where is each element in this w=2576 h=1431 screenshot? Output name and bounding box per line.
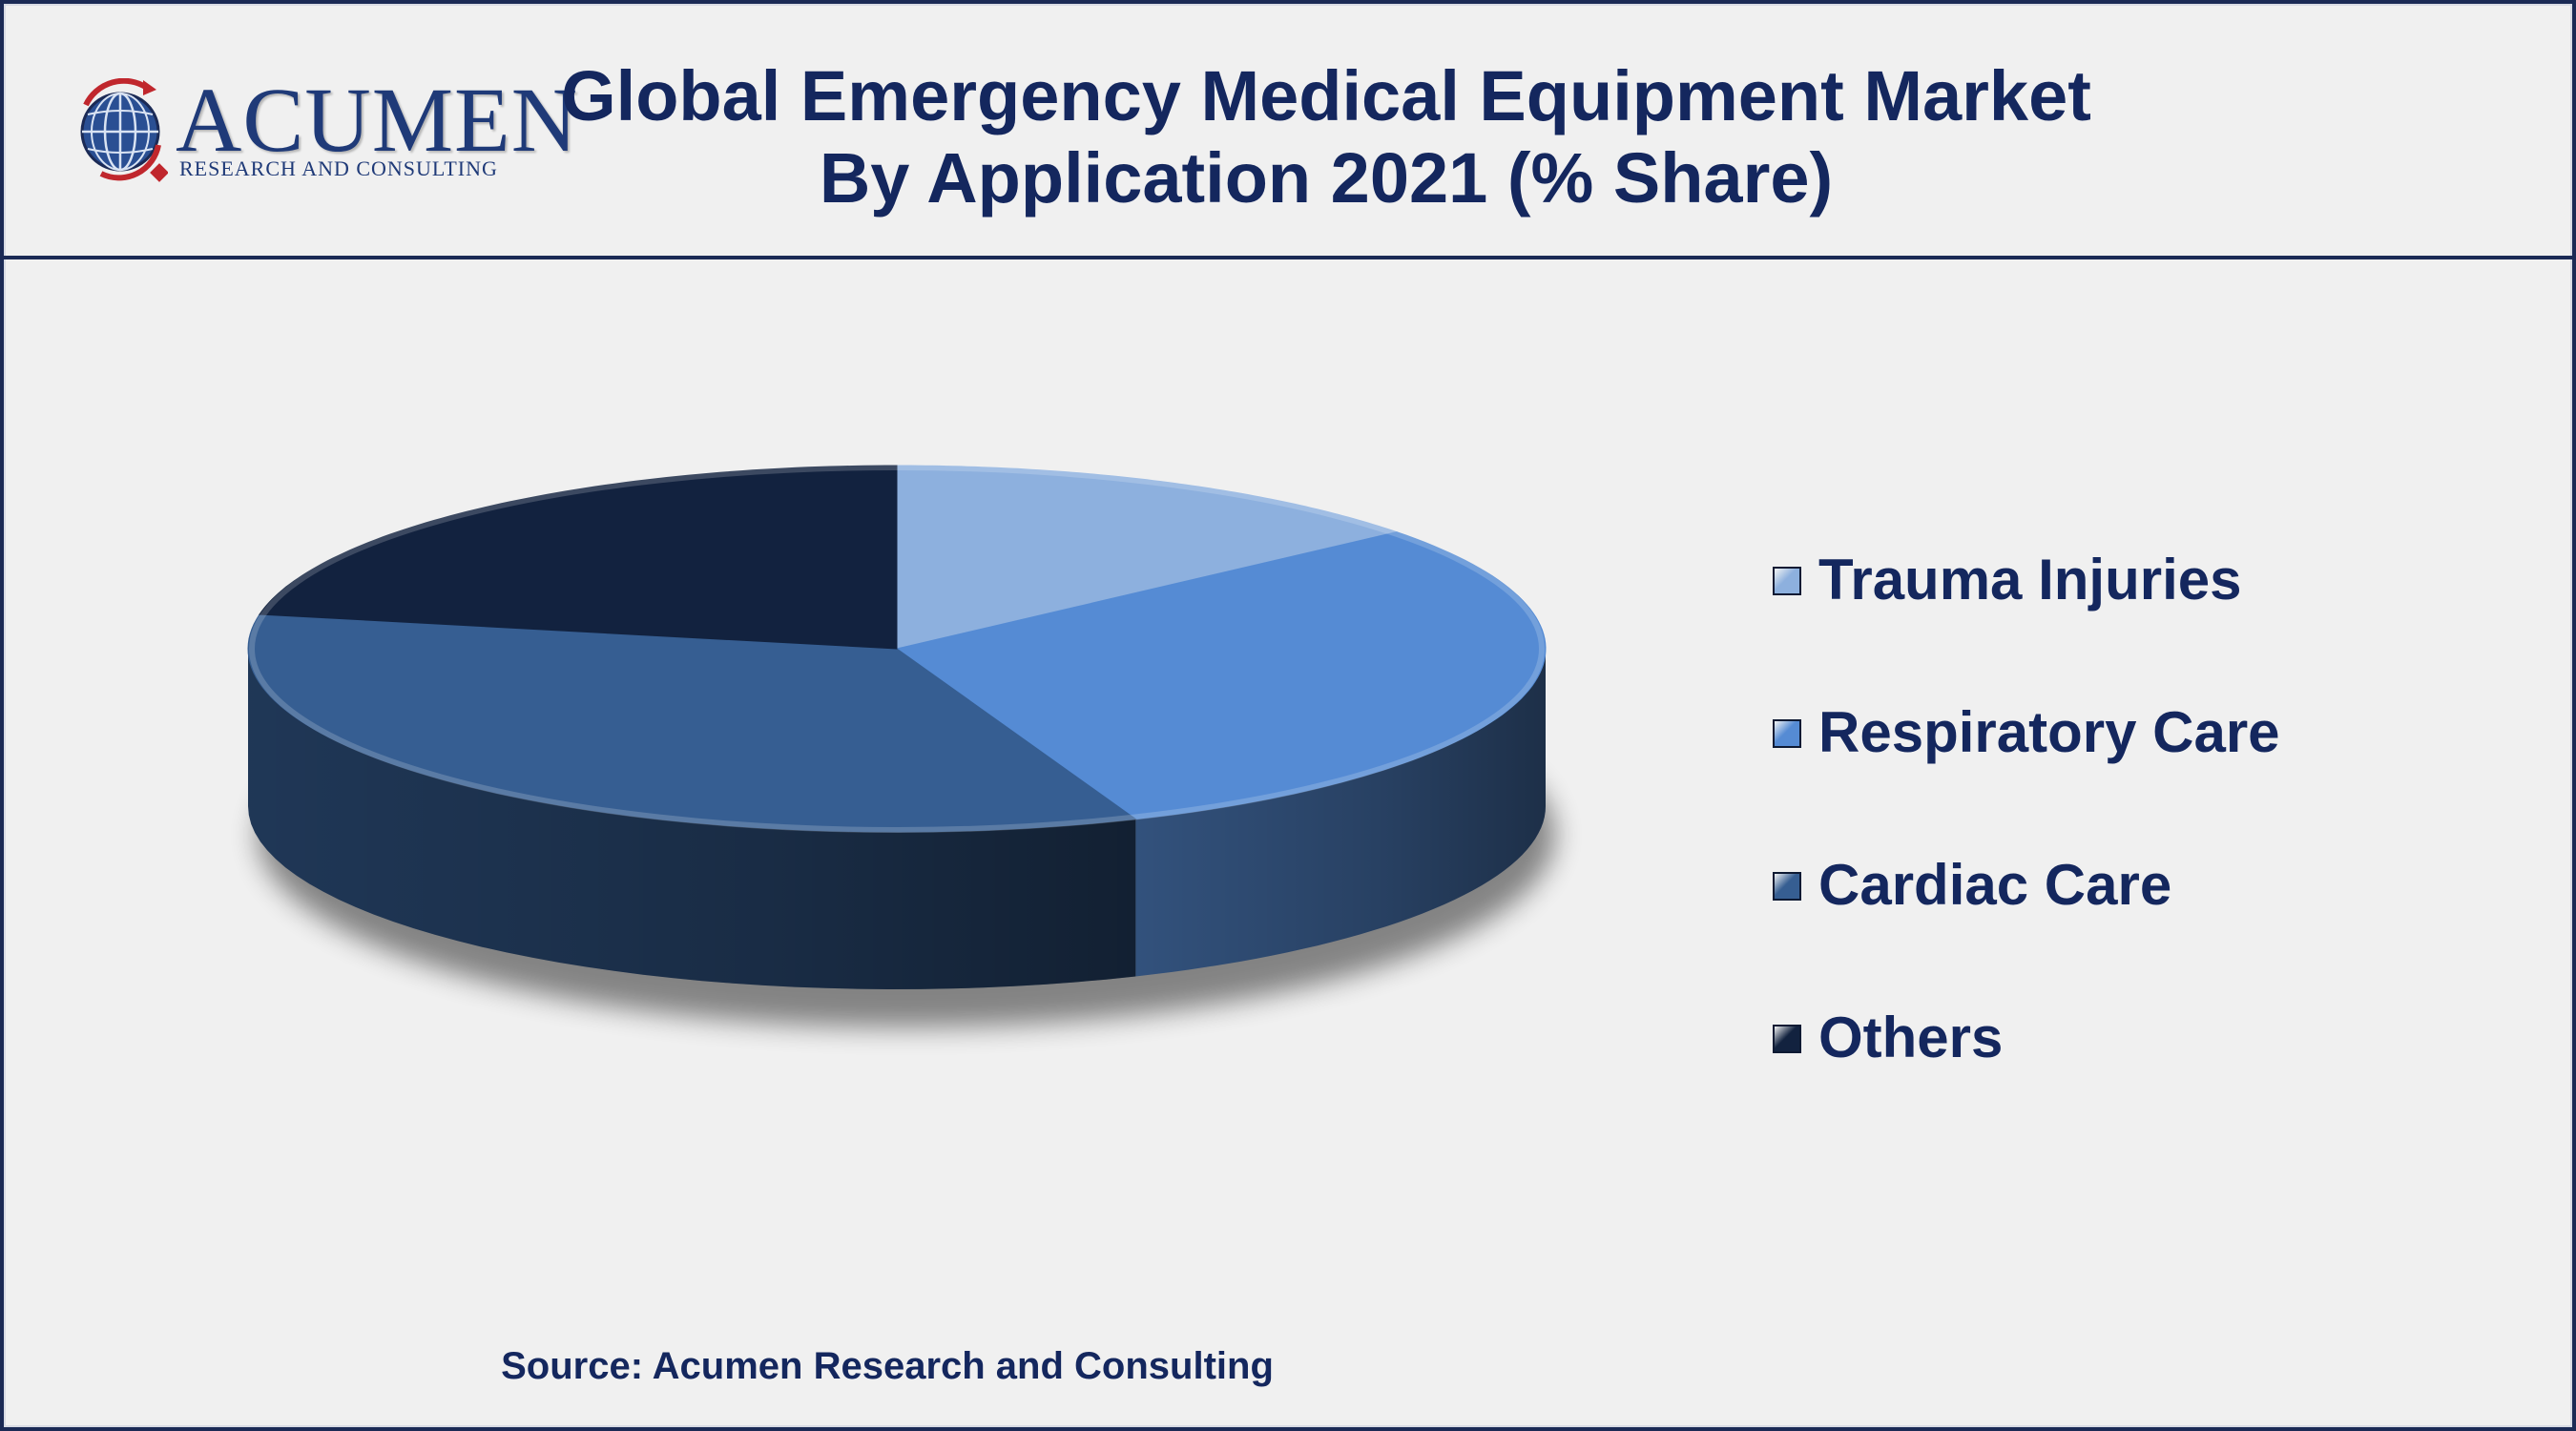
legend-swatch — [1773, 1025, 1801, 1053]
legend-swatch — [1773, 567, 1801, 595]
legend-label: Respiratory Care — [1818, 700, 2280, 764]
pie-side-shading — [248, 649, 1136, 989]
acumen-logo: ACUMEN RESEARCH AND CONSULTING — [73, 74, 577, 189]
globe-icon — [80, 78, 168, 182]
legend-label: Others — [1818, 1006, 2004, 1069]
source-note: Source: Acumen Research and Consulting — [501, 1345, 1274, 1387]
pie-slice-trauma-injuries — [896, 465, 1399, 650]
pie-slice-others — [259, 465, 898, 650]
chart-title-line-2: By Application 2021 (% Share) — [819, 138, 1834, 218]
logo-tagline: RESEARCH AND CONSULTING — [179, 156, 498, 180]
pie-slices — [247, 465, 1547, 833]
chart-title: Global Emergency Medical Equipment Marke… — [515, 55, 2137, 219]
legend-swatch — [1773, 719, 1801, 748]
logo-wordmark: ACUMEN — [176, 69, 579, 171]
legend-label: Cardiac Care — [1818, 853, 2172, 917]
pie-slice-cardiac-care — [247, 613, 1137, 833]
legend-label: Trauma Injuries — [1818, 548, 2242, 612]
legend-swatch — [1773, 872, 1801, 901]
pie-slice-respiratory-care — [895, 531, 1547, 820]
pie-rim-highlight — [249, 465, 1545, 833]
pie-sides — [248, 649, 1546, 989]
header: ACUMEN RESEARCH AND CONSULTING Global Em… — [0, 0, 2576, 259]
chart-title-line-1: Global Emergency Medical Equipment Marke… — [561, 56, 2091, 135]
pie-side-shading — [1135, 649, 1546, 977]
